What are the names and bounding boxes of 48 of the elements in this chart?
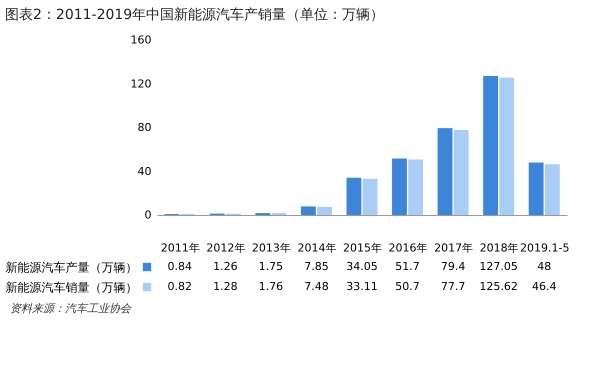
bar bbox=[499, 78, 514, 215]
data-label: 50.7 bbox=[395, 280, 420, 293]
data-label: 48 bbox=[537, 260, 552, 273]
y-tick-label: 40 bbox=[138, 164, 152, 178]
data-label: 1.26 bbox=[213, 260, 238, 273]
x-tick-label: 2011年 bbox=[160, 242, 200, 254]
legend-label: 新能源汽车销量（万辆） bbox=[6, 280, 138, 294]
data-label: 7.48 bbox=[304, 280, 329, 293]
bar bbox=[528, 162, 544, 215]
bar bbox=[454, 130, 469, 215]
x-tick-label: 2019.1-5 bbox=[520, 242, 570, 254]
data-label: 77.7 bbox=[440, 280, 466, 293]
bar bbox=[362, 178, 378, 215]
data-label: 1.76 bbox=[258, 280, 284, 293]
bar bbox=[317, 206, 332, 215]
data-label: 1.28 bbox=[213, 280, 238, 293]
x-tick-label: 2016年 bbox=[388, 242, 428, 254]
y-tick-label: 80 bbox=[138, 121, 152, 134]
x-tick-label: 2014年 bbox=[297, 242, 336, 254]
data-label: 1.75 bbox=[258, 260, 284, 273]
data-label: 125.62 bbox=[479, 280, 518, 293]
bar bbox=[392, 158, 407, 215]
x-tick-label: 2015年 bbox=[343, 242, 382, 254]
x-tick-label: 2013年 bbox=[252, 242, 291, 254]
y-tick-label: 0 bbox=[144, 208, 152, 222]
data-label: 0.84 bbox=[168, 260, 192, 273]
data-label: 46.4 bbox=[532, 280, 556, 293]
x-tick-label: 2017年 bbox=[434, 242, 474, 254]
data-label: 51.7 bbox=[395, 260, 420, 273]
y-tick-label: 160 bbox=[130, 34, 152, 46]
data-label: 0.82 bbox=[168, 280, 192, 293]
data-label: 7.85 bbox=[304, 260, 329, 273]
bar bbox=[300, 206, 316, 215]
data-label: 79.4 bbox=[440, 260, 466, 273]
bar bbox=[408, 160, 424, 215]
bar bbox=[483, 76, 498, 215]
x-tick-label: 2012年 bbox=[206, 242, 246, 254]
bar bbox=[346, 178, 362, 215]
x-tick-label: 2018年 bbox=[480, 242, 519, 254]
bar bbox=[544, 164, 560, 215]
data-label: 34.05 bbox=[346, 260, 378, 273]
text: 资料来源：汽车工业协会 bbox=[9, 301, 132, 317]
legend-label: 新能源汽车产量（万辆） bbox=[6, 260, 138, 274]
y-tick-label: 120 bbox=[130, 77, 152, 90]
data-label: 33.11 bbox=[346, 280, 378, 293]
data-label: 127.05 bbox=[479, 260, 518, 273]
bar bbox=[438, 128, 452, 215]
chart-title: 图表2：2011-2019年中国新能源汽车产销量（单位：万辆） bbox=[5, 7, 384, 23]
